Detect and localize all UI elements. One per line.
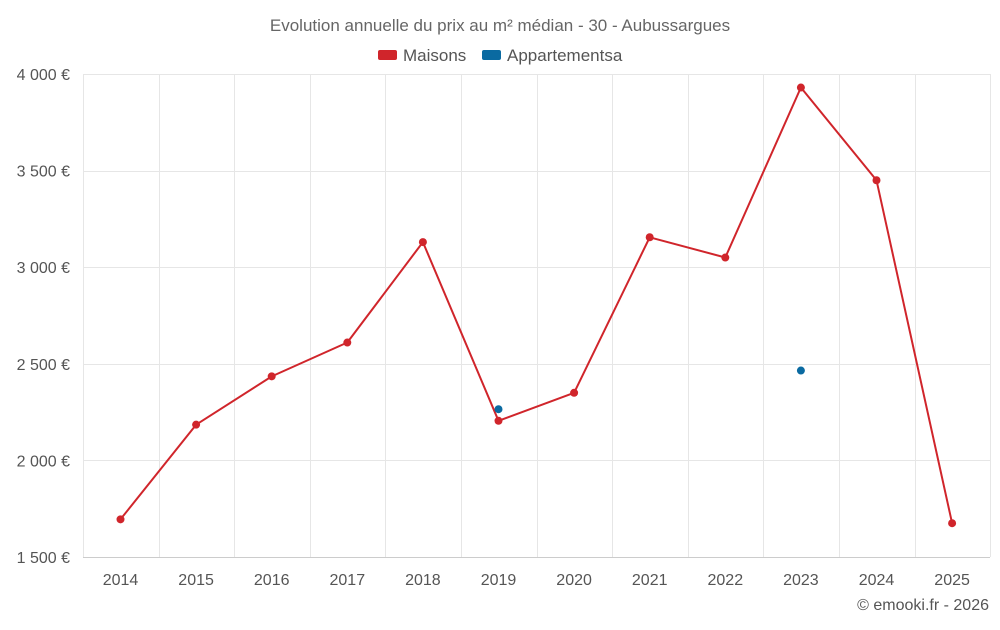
point-maisons-2025[interactable]	[948, 519, 957, 528]
point-maisons-2014[interactable]	[116, 515, 125, 524]
y-tick-label: 3 500 €	[17, 164, 70, 181]
legend-swatch-appartements	[482, 50, 501, 60]
y-tick-label: 2 000 €	[17, 453, 70, 470]
x-tick-label-2021: 2021	[632, 572, 668, 589]
x-tick-label-2019: 2019	[481, 572, 517, 589]
x-tick-label-2016: 2016	[254, 572, 290, 589]
x-tick-label-2025: 2025	[934, 572, 970, 589]
point-appartementsa-2019[interactable]	[494, 405, 503, 414]
point-maisons-2020[interactable]	[570, 388, 579, 397]
legend: Maisons Appartementsa	[378, 46, 623, 65]
x-tick-label-2017: 2017	[330, 572, 366, 589]
x-tick-label-2023: 2023	[783, 572, 819, 589]
x-tick-label-2020: 2020	[556, 572, 592, 589]
legend-label-appartements: Appartementsa	[507, 46, 623, 65]
legend-item-appartements[interactable]: Appartementsa	[482, 46, 623, 65]
point-maisons-2017[interactable]	[343, 338, 352, 347]
series-layer	[116, 83, 957, 528]
point-appartementsa-2023[interactable]	[796, 366, 805, 375]
point-maisons-2022[interactable]	[721, 253, 730, 262]
legend-item-maisons[interactable]: Maisons	[378, 46, 466, 65]
point-maisons-2023[interactable]	[796, 83, 805, 92]
point-maisons-2021[interactable]	[645, 233, 654, 242]
point-maisons-2015[interactable]	[192, 420, 201, 429]
x-axis: 2014 2015 2016 2017 2018 2019 2020 2021 2022 2023…	[103, 572, 970, 589]
point-maisons-2018[interactable]	[418, 238, 427, 247]
point-maisons-2019[interactable]	[494, 416, 503, 425]
series-line-maisons	[119, 86, 954, 524]
x-tick-label-2024: 2024	[859, 572, 895, 589]
x-tick-label-2018: 2018	[405, 572, 441, 589]
point-maisons-2016[interactable]	[267, 372, 276, 381]
grid	[83, 74, 991, 558]
credit-text: © emooki.fr - 2026	[857, 597, 989, 614]
legend-swatch-maisons	[378, 50, 397, 60]
x-tick-label-2022: 2022	[708, 572, 744, 589]
y-tick-label: 2 500 €	[17, 357, 70, 374]
y-tick-label: 3 000 €	[17, 260, 70, 277]
y-tick-label: 1 500 €	[17, 550, 70, 567]
y-tick-label: 4 000 €	[17, 67, 70, 84]
point-maisons-2024[interactable]	[872, 176, 881, 185]
x-tick-label-2014: 2014	[103, 572, 139, 589]
y-axis: 1 500 € 2 000 € 2 500 € 3 000 € 3 500 € 4 000…	[17, 67, 70, 567]
x-tick-label-2015: 2015	[178, 572, 214, 589]
legend-label-maisons: Maisons	[403, 46, 466, 65]
chart-title: Evolution annuelle du prix au m² médian …	[270, 16, 730, 35]
